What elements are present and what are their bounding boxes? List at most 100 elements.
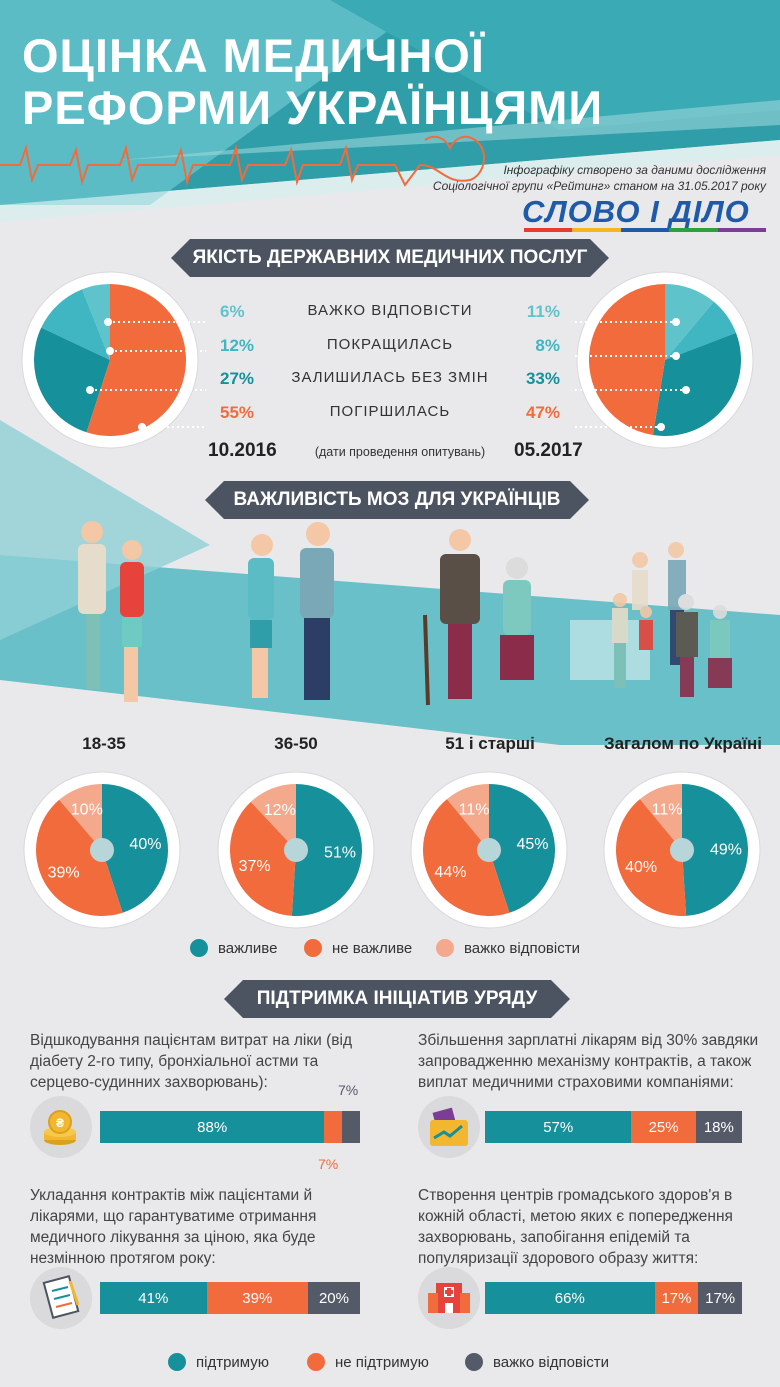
legend-dot-teal bbox=[168, 1353, 186, 1371]
importance-legend-not-important: не важливе bbox=[304, 939, 412, 957]
heartbeat-line bbox=[0, 144, 421, 187]
row2-left-value: 12% bbox=[220, 336, 255, 355]
bar1-annotation-hard: 7% bbox=[338, 1082, 359, 1098]
age-group-36-50: 36-50 bbox=[274, 734, 318, 753]
slice-hard-to-answer bbox=[250, 784, 296, 850]
pie-center-hole bbox=[284, 838, 308, 862]
wallet-icon bbox=[418, 1096, 480, 1158]
pie-slice-label: 10% bbox=[71, 802, 103, 819]
legend-label: не підтримую bbox=[335, 1353, 429, 1371]
row4-label: ПОГІРШИЛАСЬ bbox=[329, 403, 451, 420]
group-36-50-figures bbox=[248, 522, 334, 700]
bar1-annotation-oppose: 7% bbox=[318, 1156, 339, 1172]
bar2-oppose: 25% bbox=[631, 1111, 696, 1143]
row3-label: ЗАЛИШИЛАСЬ БЕЗ ЗМІН bbox=[291, 369, 489, 386]
slice-hard-to-answer bbox=[665, 284, 714, 360]
initiative3-text: Укладання контрактів між пацієнтами й лі… bbox=[30, 1187, 317, 1267]
slice-hard-to-answer bbox=[446, 784, 489, 850]
initiative2-text: Збільшення зарплатні лікарям від 30% зав… bbox=[418, 1032, 759, 1091]
slice-important bbox=[102, 784, 169, 913]
initiative3-bar: 41% 39% 20% bbox=[100, 1282, 360, 1314]
importance-pie-18-35: 40% 39% 10% bbox=[23, 771, 181, 929]
bar3-support: 41% bbox=[100, 1282, 207, 1314]
pie-center-hole bbox=[90, 838, 114, 862]
legend-dot-orange bbox=[307, 1353, 325, 1371]
pie-slice-label: 45% bbox=[516, 836, 548, 853]
bar1-hard bbox=[342, 1111, 360, 1143]
page-title-line2: РЕФОРМИ УКРАЇНЦЯМИ bbox=[22, 81, 604, 134]
slice-unchanged bbox=[33, 327, 110, 433]
pie-slice-label: 40% bbox=[625, 859, 657, 876]
support-legend-hard: важко відповісти bbox=[465, 1353, 609, 1371]
page-title-line1: ОЦІНКА МЕДИЧНОЇ bbox=[22, 29, 485, 82]
row1-label: ВАЖКО ВІДПОВІСТИ bbox=[307, 302, 473, 319]
legend-dot-light-orange bbox=[436, 939, 454, 957]
legend-dot-orange bbox=[304, 939, 322, 957]
pie-slice-label: 11% bbox=[652, 802, 683, 819]
row4-right-value: 47% bbox=[525, 403, 560, 422]
bar3-oppose: 39% bbox=[206, 1282, 308, 1314]
logo: СЛОВО І ДІЛО bbox=[522, 194, 768, 232]
bar1-support: 88% bbox=[100, 1111, 325, 1143]
people-illustrations bbox=[78, 521, 732, 706]
legend-label: важко відповісти bbox=[464, 939, 580, 957]
bar4-support: 66% bbox=[485, 1282, 655, 1314]
pie-slice-label: 44% bbox=[434, 864, 466, 881]
importance-legend-important: важливе bbox=[190, 939, 277, 957]
section3-banner: ПІДТРИМКА ІНІЦІАТИВ УРЯДУ bbox=[224, 980, 570, 1018]
legend-label: не важливе bbox=[332, 939, 413, 957]
logo-color-bar bbox=[524, 228, 767, 232]
row1-right-value: 11% bbox=[526, 302, 560, 321]
slice-not-important bbox=[616, 799, 687, 916]
section2-banner: ВАЖЛИВІСТЬ МОЗ ДЛЯ УКРАЇНЦІВ bbox=[205, 481, 589, 519]
dates-note: (дати проведення опитувань) bbox=[314, 445, 486, 459]
slice-hard-to-answer bbox=[82, 284, 110, 360]
legend-label: важливе bbox=[218, 939, 278, 957]
row3-right-value: 33% bbox=[525, 369, 560, 388]
quality-row-improved: 12% ПОКРАЩИЛАСЬ 8% bbox=[220, 336, 560, 358]
pie-center-hole bbox=[670, 838, 694, 862]
age-group-all-ukraine: Загалом по Україні bbox=[603, 734, 763, 753]
pie-slice-label: 12% bbox=[264, 802, 296, 819]
pie-slice-label: 40% bbox=[129, 836, 161, 853]
heart-outline-icon bbox=[419, 135, 485, 182]
importance-legend-hard: важко відповісти bbox=[436, 939, 580, 957]
group-all-ukraine-figures bbox=[570, 542, 732, 697]
support-legend-support: підтримую bbox=[168, 1353, 269, 1371]
slice-important bbox=[291, 784, 362, 916]
support-legend-oppose: не підтримую bbox=[307, 1353, 429, 1371]
quality-row-worse: 55% ПОГІРШИЛАСЬ 47% bbox=[220, 403, 560, 425]
age-group-18-35: 18-35 bbox=[82, 734, 126, 753]
bar2-hard: 18% bbox=[695, 1111, 742, 1143]
date-right: 05.2017 bbox=[514, 440, 583, 461]
importance-pie-36-50: 51% 37% 12% bbox=[217, 771, 375, 929]
age-group-51-plus: 51 і старші bbox=[445, 734, 535, 753]
legend-label: підтримую bbox=[196, 1353, 270, 1371]
legend-dot-grey bbox=[465, 1353, 483, 1371]
pie-slice-label: 11% bbox=[459, 802, 490, 819]
row3-left-value: 27% bbox=[220, 369, 255, 388]
hospital-icon bbox=[418, 1267, 480, 1329]
clipboard-checklist-icon bbox=[30, 1267, 92, 1329]
slice-improved bbox=[41, 289, 110, 360]
logo-text: СЛОВО І ДІЛО bbox=[522, 194, 750, 229]
pie-slice-label: 49% bbox=[710, 842, 742, 859]
group-18-35-figures bbox=[78, 521, 144, 702]
slice-important bbox=[682, 784, 749, 916]
pie-center-hole bbox=[477, 838, 501, 862]
slice-improved bbox=[665, 301, 736, 360]
source-note-line1: Інфографіку створено за даними досліджен… bbox=[503, 163, 766, 177]
slice-hard-to-answer bbox=[639, 784, 682, 850]
initiative1-bar: 88% bbox=[100, 1111, 360, 1143]
bar3-hard: 20% bbox=[307, 1282, 360, 1314]
slice-not-important bbox=[423, 799, 510, 916]
row2-right-value: 8% bbox=[535, 336, 560, 355]
pie-slice-label: 51% bbox=[324, 844, 356, 861]
slice-not-important bbox=[36, 799, 123, 916]
slice-hard-to-answer bbox=[59, 784, 102, 850]
row2-label: ПОКРАЩИЛАСЬ bbox=[326, 336, 454, 353]
row4-left-value: 55% bbox=[220, 403, 255, 422]
slice-not-important bbox=[230, 801, 296, 916]
pie-slice-label: 39% bbox=[48, 865, 80, 882]
